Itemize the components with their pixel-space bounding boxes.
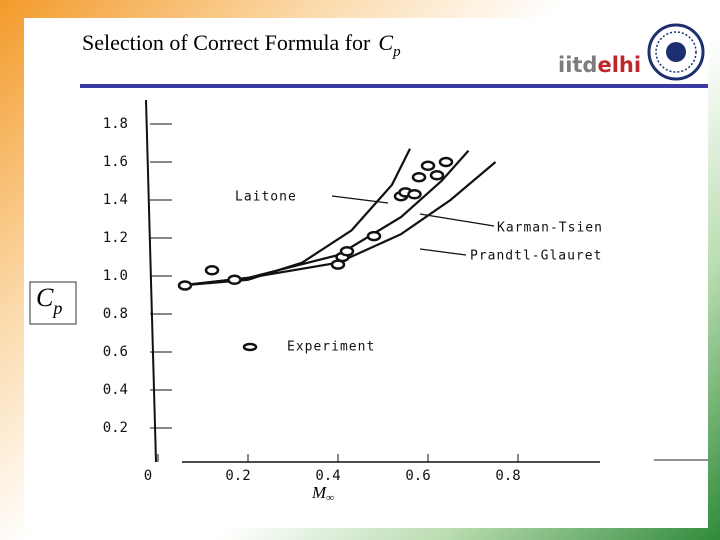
y-tick-label: 0.4: [103, 382, 128, 398]
data-point: [227, 274, 242, 286]
data-point: [204, 265, 220, 276]
x-tick-label: 0: [144, 468, 152, 484]
data-point: [366, 230, 382, 242]
data-point: [177, 280, 193, 291]
series-label: Laitone: [235, 190, 297, 205]
logo-emblem: [647, 23, 705, 81]
x-tick-label: 0.4: [315, 468, 340, 484]
y-tick-label: 1.6: [103, 154, 128, 170]
y-tick-label: 0.2: [103, 420, 128, 436]
y-tick-label: 0.6: [103, 344, 128, 360]
y-tick-label: 1.2: [103, 230, 128, 246]
x-tick-label: 0.6: [405, 468, 430, 484]
y-axis: [145, 99, 157, 463]
series-label: Experiment: [287, 340, 375, 355]
y-tick-label: 1.8: [103, 116, 128, 132]
data-point: [339, 246, 355, 257]
y-tick-label: 1.0: [103, 268, 128, 284]
slide-title: Selection of Correct Formula for Cp: [82, 30, 401, 60]
series-label: Prandtl-Glauret: [470, 249, 602, 264]
legend-marker: [242, 342, 258, 352]
leader-line: [419, 213, 495, 227]
data-point: [438, 156, 454, 168]
x-tick-label: 0.2: [225, 468, 250, 484]
leader-line: [331, 195, 389, 204]
data-point: [429, 170, 445, 181]
y-tick-label: 0.8: [103, 306, 128, 322]
y-label-box: [29, 281, 77, 325]
series-label: Karman-Tsien: [497, 221, 603, 236]
data-point: [411, 171, 427, 183]
y-axis-label: Cp: [36, 283, 62, 318]
x-axis-label: M∞: [311, 483, 334, 504]
x-tick-label: 0.8: [495, 468, 520, 484]
y-tick-label: 1.4: [103, 192, 128, 208]
data-point: [407, 189, 422, 200]
logo: iitdelhi: [558, 53, 641, 77]
data-point: [420, 160, 436, 172]
slide: [24, 18, 708, 528]
leader-line: [419, 248, 467, 256]
